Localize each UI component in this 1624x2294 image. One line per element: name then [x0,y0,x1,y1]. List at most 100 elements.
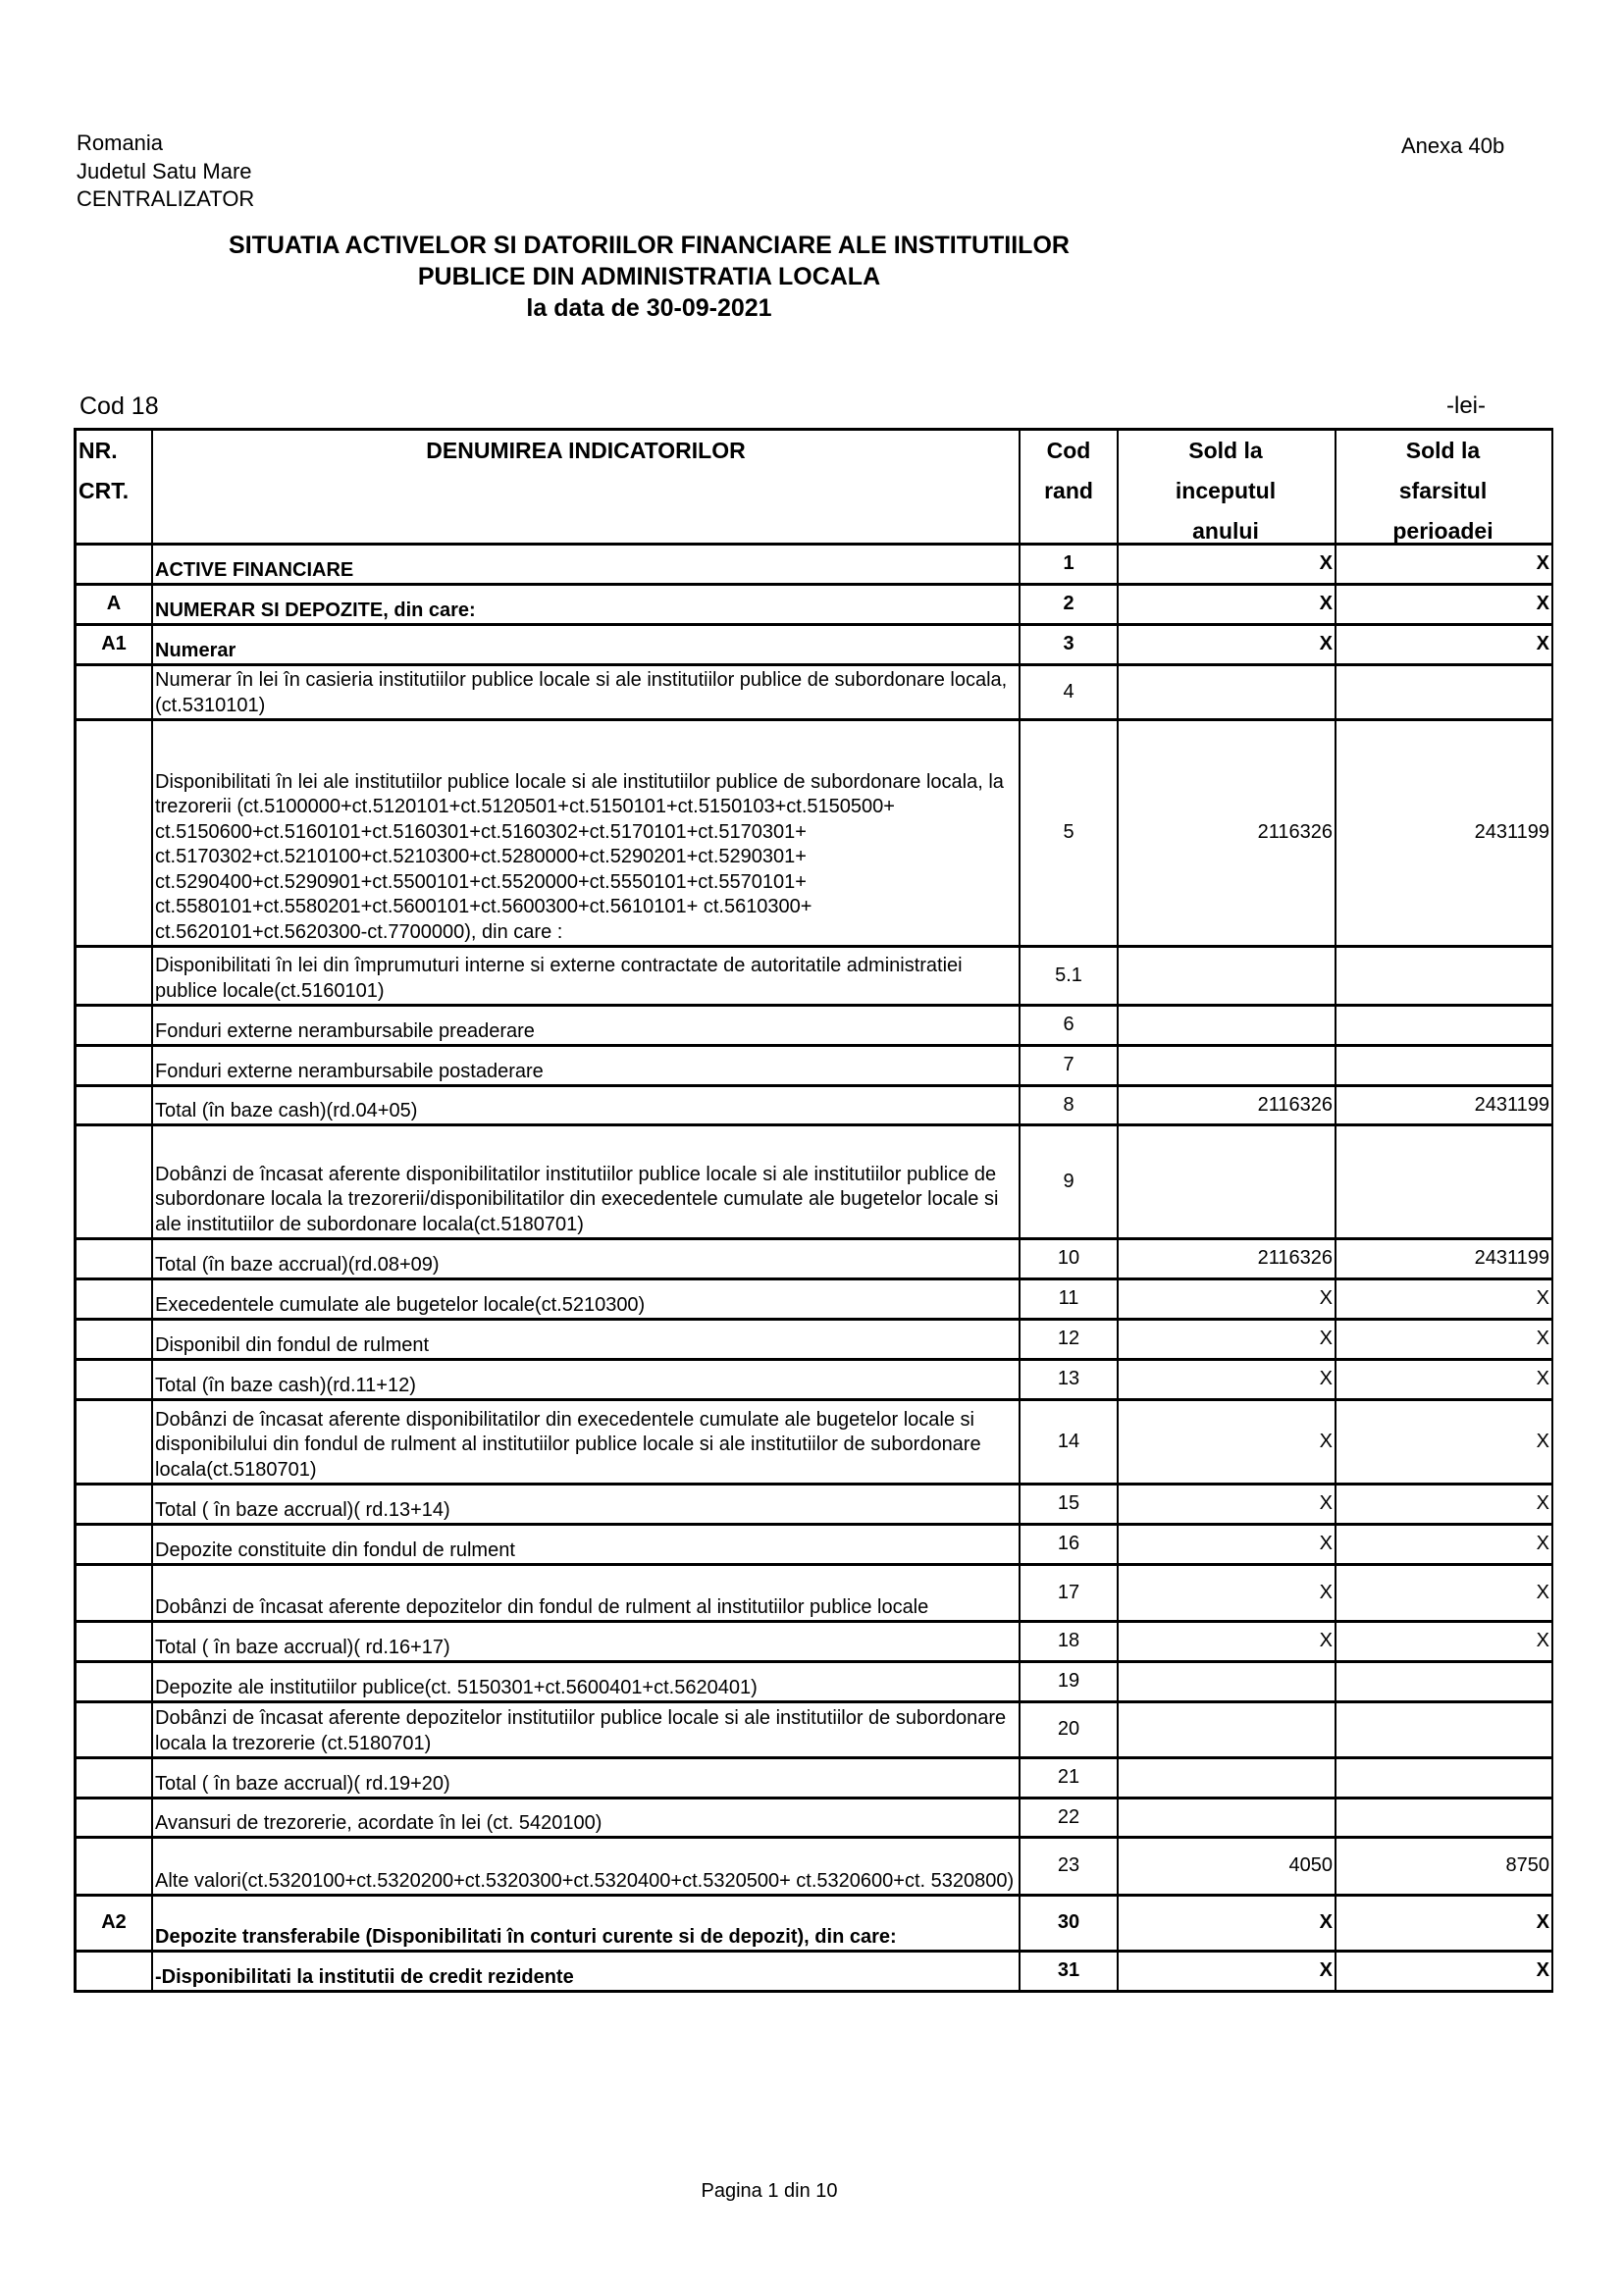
end-balance: X [1336,546,1553,583]
row-nr [74,948,153,1004]
table-row: Total ( în baze accrual)( rd.13+14) 15 X X [74,1486,1553,1526]
form-code: Cod 18 [79,392,159,420]
row-nr [74,546,153,583]
header-start-balance: Sold la inceputul anului [1119,431,1336,543]
indicator-name: Disponibilitati în lei ale institutiilor… [153,721,1021,945]
end-balance [1336,1703,1553,1756]
start-balance: X [1119,1566,1336,1620]
title-line: PUBLICE DIN ADMINISTRATIA LOCALA [417,263,881,290]
county: Judetul Satu Mare [77,158,252,183]
table-row: Dobânzi de încasat aferente disponibilit… [74,1401,1553,1486]
indicator-name: Total ( în baze accrual)( rd.19+20) [153,1759,1021,1797]
row-code: 23 [1021,1839,1119,1894]
start-balance [1119,1007,1336,1044]
row-nr [74,666,153,718]
start-balance: X [1119,1486,1336,1523]
row-code: 3 [1021,626,1119,663]
table-row: ACTIVE FINANCIARE 1 X X [74,546,1553,586]
table-row: Dobânzi de încasat aferente depozitelor … [74,1566,1553,1623]
table-row: A2 Depozite transferabile (Disponibilitat… [74,1897,1553,1953]
end-balance [1336,1663,1553,1700]
issuer-block: Romania Judetul Satu Mare CENTRALIZATOR [77,130,254,214]
start-balance: X [1119,1526,1336,1563]
start-balance: X [1119,626,1336,663]
row-code: 9 [1021,1126,1119,1237]
title-line: SITUATIA ACTIVELOR SI DATORIILOR FINANCI… [229,232,1070,259]
indicator-name: Dobânzi de încasat aferente disponibilit… [153,1126,1021,1237]
row-nr [74,1047,153,1084]
row-code: 13 [1021,1361,1119,1398]
indicator-name: Total (în baze cash)(rd.04+05) [153,1087,1021,1123]
table-row: A1 Numerar 3 X X [74,626,1553,666]
row-nr [74,1759,153,1797]
end-balance [1336,1759,1553,1797]
row-code: 18 [1021,1623,1119,1660]
row-code: 22 [1021,1799,1119,1836]
indicator-name: Numerar [153,626,1021,663]
row-nr [74,1240,153,1277]
table-row: Disponibil din fondul de rulment 12 X X [74,1321,1553,1361]
table-row: Fonduri externe nerambursabile postadera… [74,1047,1553,1087]
table-row: Total (în baze cash)(rd.11+12) 13 X X [74,1361,1553,1401]
indicator-name: Disponibil din fondul de rulment [153,1321,1021,1358]
table-row: Numerar în lei în casieria institutiilor… [74,666,1553,721]
row-nr: A2 [74,1897,153,1950]
indicator-name: Total (în baze accrual)(rd.08+09) [153,1240,1021,1277]
start-balance: 2116326 [1119,721,1336,945]
table-row: Total ( în baze accrual)( rd.19+20) 21 [74,1759,1553,1799]
end-balance: 2431199 [1336,721,1553,945]
header-indicator-name: DENUMIREA INDICATORILOR [153,431,1021,543]
indicator-name: Total ( în baze accrual)( rd.13+14) [153,1486,1021,1523]
indicator-name: ACTIVE FINANCIARE [153,546,1021,583]
table-row: Execedentele cumulate ale bugetelor loca… [74,1280,1553,1321]
start-balance: 2116326 [1119,1240,1336,1277]
row-nr [74,1526,153,1563]
table-row: Depozite ale institutiilor publice(ct. 5… [74,1663,1553,1703]
row-code: 14 [1021,1401,1119,1483]
indicator-name: Total (în baze cash)(rd.11+12) [153,1361,1021,1398]
table-row: Depozite constituite din fondul de rulme… [74,1526,1553,1566]
row-nr: A [74,586,153,623]
row-code: 4 [1021,666,1119,718]
indicator-name: Disponibilitati în lei din împrumuturi i… [153,948,1021,1004]
start-balance: 4050 [1119,1839,1336,1894]
table-row: A NUMERAR SI DEPOZITE, din care: 2 X X [74,586,1553,626]
end-balance: X [1336,1623,1553,1660]
table-row: Total (în baze accrual)(rd.08+09) 10 21163… [74,1240,1553,1280]
row-nr [74,1321,153,1358]
indicator-name: Execedentele cumulate ale bugetelor loca… [153,1280,1021,1318]
row-nr [74,1839,153,1894]
row-nr [74,1703,153,1756]
row-nr [74,1623,153,1660]
row-nr: A1 [74,626,153,663]
end-balance [1336,1126,1553,1237]
row-nr [74,1126,153,1237]
start-balance: X [1119,1280,1336,1318]
table-row: Total ( în baze accrual)( rd.16+17) 18 X X [74,1623,1553,1663]
start-balance: X [1119,1321,1336,1358]
row-code: 1 [1021,546,1119,583]
row-code: 16 [1021,1526,1119,1563]
row-code: 10 [1021,1240,1119,1277]
row-nr [74,1566,153,1620]
indicator-name: Depozite ale institutiilor publice(ct. 5… [153,1663,1021,1700]
indicator-name: -Disponibilitati la institutii de credit… [153,1953,1021,1990]
start-balance [1119,1663,1336,1700]
row-nr [74,1280,153,1318]
end-balance [1336,666,1553,718]
row-nr [74,1799,153,1836]
indicator-name: Depozite constituite din fondul de rulme… [153,1526,1021,1563]
end-balance: X [1336,1280,1553,1318]
start-balance: 2116326 [1119,1087,1336,1123]
row-nr [74,1486,153,1523]
start-balance [1119,1703,1336,1756]
start-balance: X [1119,586,1336,623]
header-nr-crt: NR. CRT. [74,431,153,543]
indicator-name: Depozite transferabile (Disponibilitati … [153,1897,1021,1950]
row-nr [74,1007,153,1044]
indicator-name: Fonduri externe nerambursabile postadera… [153,1047,1021,1084]
row-code: 8 [1021,1087,1119,1123]
end-balance: 2431199 [1336,1087,1553,1123]
start-balance: X [1119,1401,1336,1483]
row-code: 19 [1021,1663,1119,1700]
